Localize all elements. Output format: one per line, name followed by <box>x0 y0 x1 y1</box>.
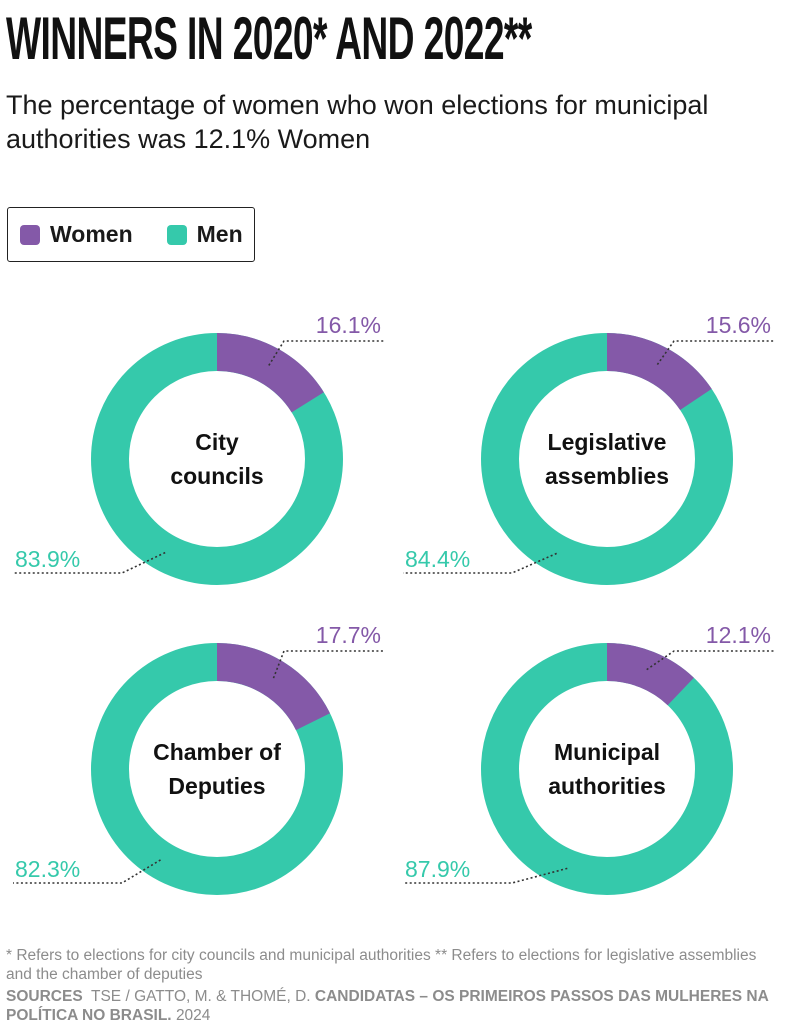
men-percent-label: 83.9% <box>15 546 80 572</box>
donut-center-label: Deputies <box>168 773 265 799</box>
men-leader-line <box>13 859 161 884</box>
women-percent-label: 17.7% <box>316 622 381 648</box>
legend-label-men: Men <box>196 221 243 247</box>
legend-item-women: Women <box>20 221 133 248</box>
sources: SOURCES TSE / GATTO, M. & THOMÉ, D. CAND… <box>6 987 786 1025</box>
sources-work: CANDIDATAS – OS PRIMEIROS PASSOS DAS MUL… <box>6 988 769 1024</box>
women-leader-line <box>272 650 385 679</box>
women-percent-label: 15.6% <box>706 312 771 338</box>
women-percent-label: 16.1% <box>316 312 381 338</box>
donut-center-label: authorities <box>548 773 666 799</box>
women-leader-line <box>656 340 775 366</box>
footnote: * Refers to elections for city councils … <box>6 947 757 983</box>
legend: Women Men <box>7 207 255 262</box>
donut-center-label: Chamber of <box>153 739 281 765</box>
chart-subtitle: The percentage of women who won election… <box>6 90 709 154</box>
donut-center-label: Municipal <box>554 739 660 765</box>
donut-center-label: City <box>195 429 239 455</box>
donut-women-segment <box>481 643 733 895</box>
legend-item-men: Men <box>166 221 243 248</box>
men-percent-label: 87.9% <box>405 856 470 882</box>
chart-title: WINNERS IN 2020* AND 2022** <box>6 5 532 72</box>
women-leader-line <box>268 340 385 366</box>
legend-label-women: Women <box>50 221 133 247</box>
men-leader-line <box>403 867 568 884</box>
donut-center-label: councils <box>170 463 263 489</box>
legend-swatch-men <box>166 224 187 245</box>
donut-women-segment <box>91 643 343 895</box>
men-percent-label: 84.4% <box>405 546 470 572</box>
men-percent-label: 82.3% <box>15 856 80 882</box>
donut-center-label: assemblies <box>545 463 669 489</box>
donut-women-segment <box>481 333 733 585</box>
sources-label: SOURCES <box>6 988 83 1005</box>
donut-center-label: Legislative <box>548 429 667 455</box>
legend-swatch-women <box>20 224 40 245</box>
donut-women-segment <box>91 333 343 585</box>
sources-year: 2024 <box>175 1007 211 1024</box>
sources-authors: TSE / GATTO, M. & THOMÉ, D. <box>91 988 311 1005</box>
donut-men-segment <box>481 643 733 895</box>
women-leader-line <box>646 650 775 671</box>
women-percent-label: 12.1% <box>706 622 771 648</box>
